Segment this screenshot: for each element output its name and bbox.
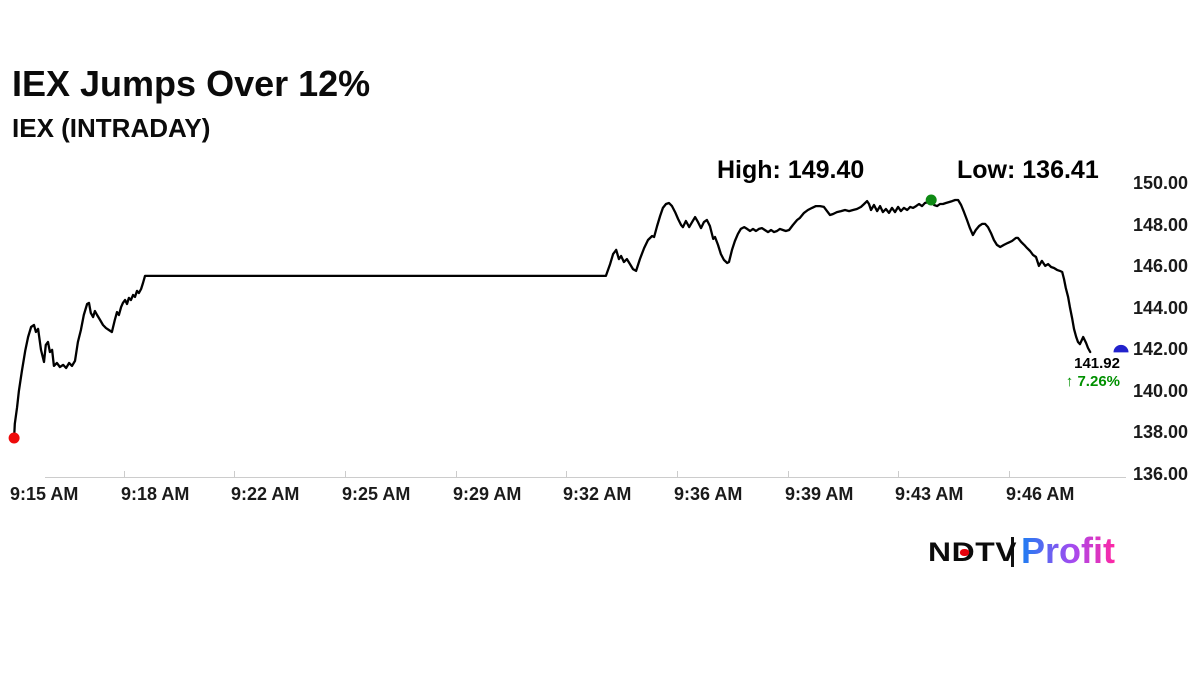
change-percent-label: ↑ 7.26%	[1065, 373, 1120, 390]
x-axis-tick	[898, 471, 899, 478]
x-axis-line	[45, 477, 1126, 478]
high-price-marker	[925, 194, 937, 206]
x-axis-label: 9:22 AM	[231, 484, 300, 504]
x-axis-label: 9:36 AM	[674, 484, 743, 504]
x-axis-label: 9:25 AM	[342, 484, 411, 504]
high-annotation: High: 149.40	[717, 156, 865, 184]
y-axis-label: 142.00	[1133, 339, 1189, 359]
page-title: IEX Jumps Over 12%	[12, 63, 371, 104]
y-axis-label: 146.00	[1133, 256, 1189, 276]
y-axis-label: 144.00	[1133, 298, 1189, 318]
ndtv-logo-text: NDTV	[928, 536, 1018, 567]
last-price-label: 141.92	[1074, 355, 1120, 372]
profit-logo-text: Profit	[1021, 532, 1115, 571]
y-axis-label: 140.00	[1133, 381, 1189, 401]
x-axis-label: 9:39 AM	[785, 484, 854, 504]
low-annotation: Low: 136.41	[957, 156, 1099, 184]
x-axis-tick	[1009, 471, 1010, 478]
x-axis-tick	[345, 471, 346, 478]
y-axis-label: 148.00	[1133, 215, 1189, 235]
ndtv-logo: NDTV	[928, 536, 1018, 567]
x-axis-label: 9:18 AM	[121, 484, 190, 504]
x-axis-label: 9:29 AM	[453, 484, 522, 504]
price-line	[12, 198, 1092, 440]
profit-logo: Profit	[1021, 532, 1115, 571]
open-price-marker	[8, 432, 20, 444]
x-axis-tick	[566, 471, 567, 478]
y-axis-label: 138.00	[1133, 422, 1189, 442]
x-axis-label: 9:43 AM	[895, 484, 964, 504]
x-axis-tick	[234, 471, 235, 478]
ndtv-profit-logo: NDTV Profit	[928, 532, 1133, 572]
chart-subtitle: IEX (INTRADAY)	[12, 113, 211, 143]
x-axis-label: 9:46 AM	[1006, 484, 1075, 504]
y-axis-label: 136.00	[1133, 464, 1189, 484]
x-axis-tick	[677, 471, 678, 478]
ndtv-red-dot-icon	[959, 548, 969, 556]
logo-divider	[1010, 537, 1014, 567]
y-axis-label: 150.00	[1133, 173, 1189, 193]
x-axis-label: 9:15 AM	[10, 484, 79, 504]
x-axis-tick	[788, 471, 789, 478]
last-price-marker	[1113, 344, 1129, 353]
x-axis-label: 9:32 AM	[563, 484, 632, 504]
x-axis-tick	[124, 471, 125, 478]
x-axis-tick	[456, 471, 457, 478]
